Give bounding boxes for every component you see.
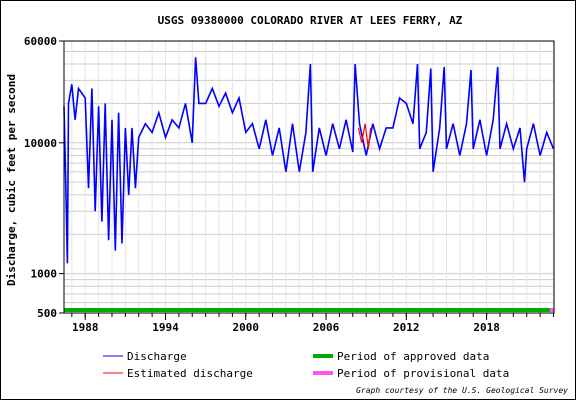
series-line-estimated-discharge <box>357 123 372 149</box>
data-period-bars <box>64 308 554 312</box>
x-tick-label: 2000 <box>233 321 260 334</box>
period-bar-period-of-approved-data <box>64 308 551 312</box>
y-tick-label: 60000 <box>24 35 57 48</box>
x-tick-label: 2012 <box>393 321 420 334</box>
series-line-discharge <box>63 57 555 264</box>
x-axis-ticks: 1988 1994 2000 2006 2012 2018 <box>71 313 554 334</box>
legend-label: Period of approved data <box>337 350 489 363</box>
series-lines <box>63 57 555 264</box>
x-tick-label: 2006 <box>313 321 340 334</box>
y-tick-label: 10000 <box>24 137 57 150</box>
credit-text: Graph courtesy of the U.S. Geological Su… <box>356 386 568 395</box>
grid-lines <box>64 40 554 314</box>
chart-title: USGS 09380000 COLORADO RIVER AT LEES FER… <box>158 14 463 27</box>
legend-label: Discharge <box>127 350 187 363</box>
x-tick-label: 2018 <box>473 321 500 334</box>
y-axis-label: Discharge, cubic feet per second <box>5 74 18 286</box>
x-tick-label: 1994 <box>152 321 179 334</box>
y-tick-label: 1000 <box>31 268 58 281</box>
plot-area-border <box>63 40 555 314</box>
y-tick-label: 500 <box>37 307 57 320</box>
x-tick-label: 1988 <box>72 321 99 334</box>
period-bar-period-of-provisional-data <box>550 308 554 312</box>
legend-label: Estimated discharge <box>127 367 253 380</box>
legend: Discharge Estimated discharge Period of ap… <box>103 350 509 380</box>
legend-label: Period of provisional data <box>337 367 509 380</box>
y-axis-ticks: 60000 10000 1000 500 <box>24 35 64 320</box>
